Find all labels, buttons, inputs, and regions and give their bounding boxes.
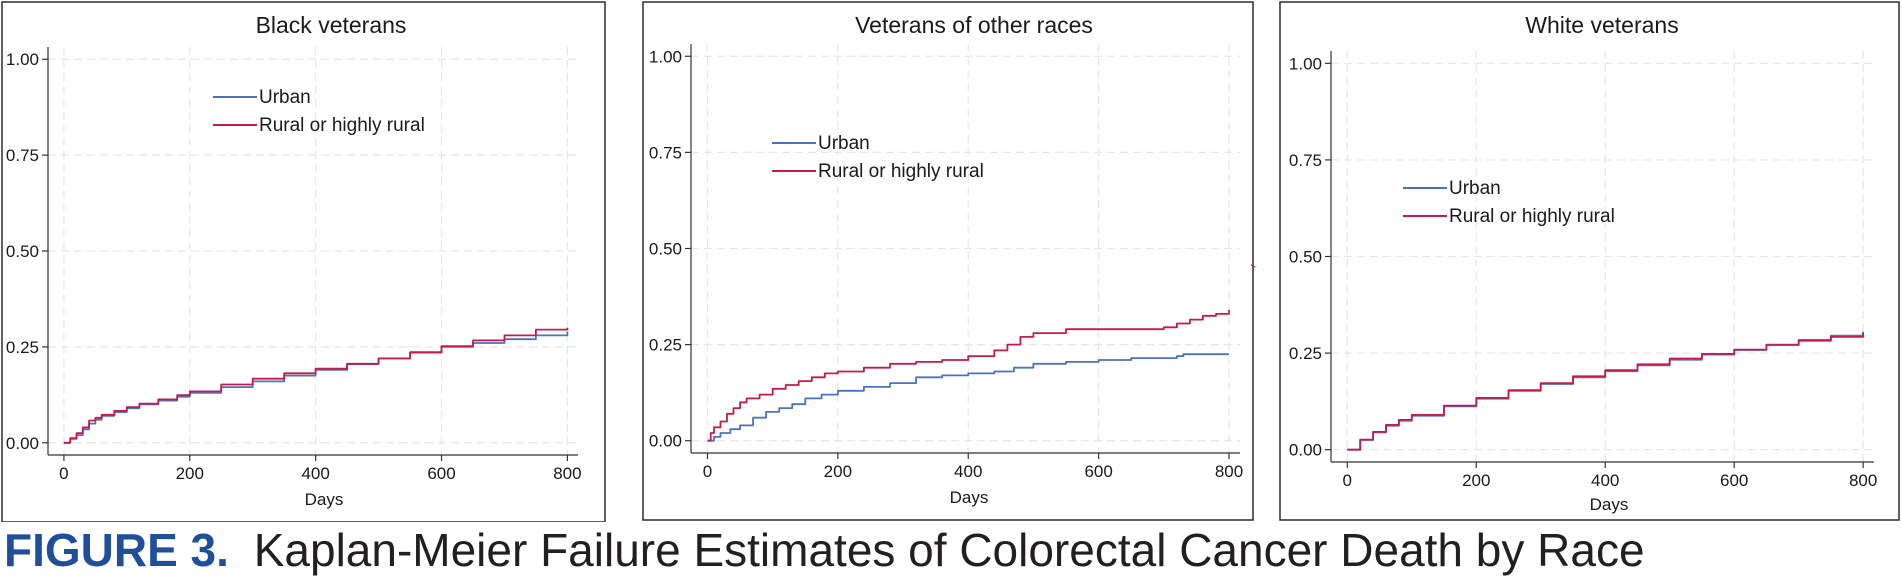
legend-label: Rural or highly rural (259, 115, 425, 136)
x-tick-label: 800 (1849, 471, 1877, 490)
series-line-rural (707, 310, 1230, 442)
x-axis-label: Days (305, 490, 344, 509)
x-tick-label: 0 (703, 462, 712, 481)
chart-panel-1: Black veterans 0.00 0.25 0.50 0.75 1.00 0 200 40… (1, 1, 606, 522)
y-tick-label: 1.00 (6, 50, 39, 69)
series-line-urban (707, 353, 1229, 442)
y-tick-label: 0.00 (649, 432, 682, 451)
chart-title: Black veterans (256, 12, 407, 38)
x-tick-label: 400 (301, 464, 329, 483)
y-tick-label: 0.25 (1289, 344, 1322, 363)
y-tick-label: 0.75 (1289, 151, 1322, 170)
y-tick-label: 0.50 (6, 242, 39, 261)
caption-label: FIGURE 3. (4, 524, 229, 576)
chart-frame (1279, 1, 1900, 521)
chart-title: Veterans of other races (855, 12, 1093, 38)
y-tick-label: 0.50 (649, 240, 682, 259)
chart-frame (1, 1, 606, 522)
x-tick-label: 200 (824, 462, 852, 481)
y-tick-label: 0.75 (649, 143, 682, 162)
series-line-rural (63, 327, 569, 444)
x-tick-label: 600 (1720, 471, 1748, 490)
series-line-rural (1347, 333, 1864, 451)
charts-svg: Black veterans 0.00 0.25 0.50 0.75 1.00 0 200 40… (1, 1, 1900, 522)
figure-caption: FIGURE 3. Kaplan-Meier Failure Estimates… (4, 522, 1645, 578)
x-tick-label: 600 (427, 464, 455, 483)
y-tick-label: 0.50 (1289, 248, 1322, 267)
x-axis-label: Days (950, 488, 989, 507)
y-tick-label: 0.25 (649, 336, 682, 355)
caption-text: Kaplan-Meier Failure Estimates of Colore… (253, 524, 1645, 576)
y-tick-label: 0.00 (6, 434, 39, 453)
legend-label: Urban (1449, 178, 1501, 199)
legend-label: Urban (259, 87, 311, 108)
x-tick-label: 400 (1591, 471, 1619, 490)
x-tick-label: 0 (59, 464, 68, 483)
chart-panel-3: White veterans 0.00 0.25 0.50 0.75 1.00 0 200 40… (1279, 1, 1900, 521)
chart-title: White veterans (1525, 12, 1678, 38)
legend-label: Rural or highly rural (818, 161, 984, 182)
x-tick-label: 0 (1343, 471, 1352, 490)
x-tick-label: 400 (954, 462, 982, 481)
x-tick-label: 800 (553, 464, 581, 483)
x-tick-label: 200 (176, 464, 204, 483)
y-tick-label: 1.00 (1289, 54, 1322, 73)
chart-frame (642, 1, 1254, 521)
y-tick-label: 1.00 (649, 47, 682, 66)
y-tick-label: 0.25 (6, 338, 39, 357)
y-tick-label: 0.75 (6, 146, 39, 165)
x-tick-label: 600 (1084, 462, 1112, 481)
legend-label: Urban (818, 133, 870, 154)
x-tick-label: 200 (1462, 471, 1490, 490)
x-tick-label: 800 (1215, 462, 1243, 481)
legend-label: Rural or highly rural (1449, 206, 1615, 227)
y-tick-label: 0.00 (1289, 441, 1322, 460)
stray-mark (1250, 264, 1256, 268)
chart-panel-2: Veterans of other races 0.00 0.25 0.50 0.75 1… (642, 1, 1254, 521)
x-axis-label: Days (1590, 495, 1629, 514)
